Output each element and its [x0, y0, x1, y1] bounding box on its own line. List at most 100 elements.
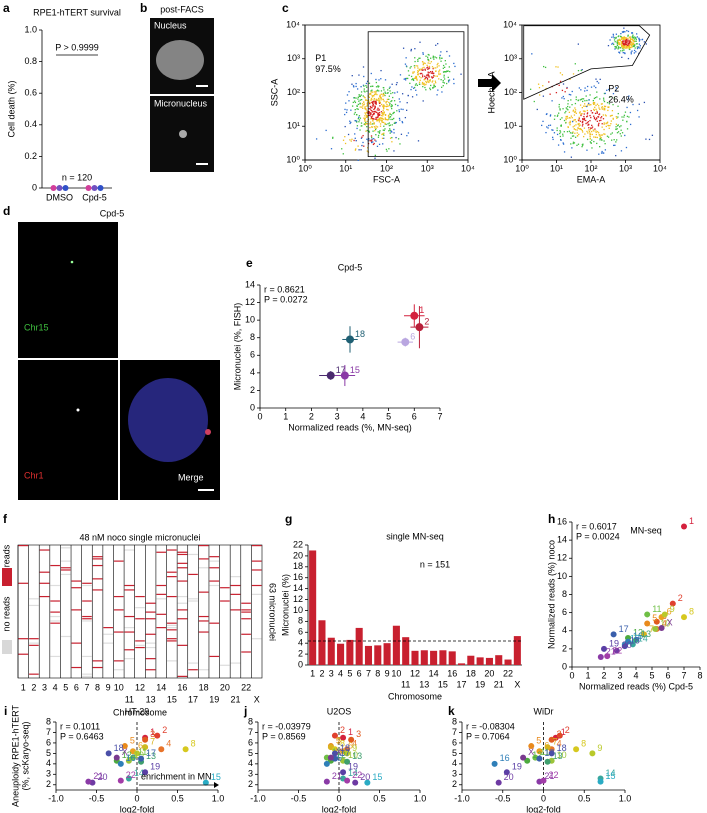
density-dot [359, 106, 361, 108]
read-segment [39, 549, 50, 551]
density-dot [578, 128, 581, 130]
density-dot [371, 96, 374, 98]
density-dot [588, 99, 590, 101]
density-dot [347, 133, 350, 136]
density-dot [379, 123, 382, 125]
density-dot [549, 115, 552, 117]
point-label: 19 [150, 762, 160, 772]
density-dot [377, 85, 379, 87]
read-segment [113, 609, 124, 611]
image-label: Chr15 [24, 322, 49, 332]
point [158, 746, 165, 753]
density-dot [373, 113, 375, 115]
chart-title: MN-seq [630, 525, 662, 535]
density-dot [596, 96, 598, 98]
density-dot [371, 89, 373, 91]
density-dot [619, 35, 622, 38]
read-segment [145, 618, 156, 620]
density-dot [594, 106, 596, 108]
point-label: 1 [348, 727, 353, 737]
density-dot [432, 86, 434, 89]
x-tick-label: 3 [329, 668, 334, 678]
point-label: 2 [340, 725, 345, 735]
density-dot [365, 108, 367, 111]
density-dot [396, 91, 399, 93]
density-dot [424, 78, 426, 81]
density-dot [375, 127, 377, 129]
density-dot [370, 106, 372, 109]
density-dot [638, 38, 640, 40]
density-dot [371, 107, 373, 109]
image-label: Micronucleus [154, 98, 208, 108]
density-dot [344, 113, 346, 116]
point-label: 16 [500, 753, 510, 763]
read-segment [71, 580, 82, 582]
density-dot [559, 131, 562, 133]
density-dot [633, 39, 635, 42]
point [681, 523, 687, 530]
density-dot [368, 96, 371, 98]
density-dot [439, 54, 441, 57]
density-dot [626, 120, 628, 123]
density-dot [418, 57, 420, 59]
point-label: 12 [633, 627, 643, 637]
read-segment [241, 651, 251, 653]
density-dot [574, 102, 577, 105]
density-dot [651, 134, 654, 136]
density-dot [344, 136, 346, 138]
density-dot [370, 90, 372, 92]
density-dot [378, 118, 380, 121]
density-dot [620, 129, 622, 131]
density-dot [582, 120, 584, 123]
density-dot [435, 67, 437, 69]
density-dot [431, 81, 433, 83]
density-dot [384, 91, 386, 93]
density-dot [377, 112, 379, 114]
read-segment [135, 646, 145, 649]
point [346, 335, 354, 344]
read-segment [71, 666, 82, 669]
density-dot [631, 32, 634, 34]
point-label: 13 [641, 629, 651, 639]
density-dot [377, 119, 379, 122]
density-dot [576, 144, 578, 147]
no-read-segment [103, 642, 113, 644]
density-dot [643, 41, 646, 43]
density-dot [615, 37, 617, 39]
x-tick-label: 16 [447, 668, 457, 678]
point [641, 631, 647, 638]
density-dot [357, 96, 359, 98]
density-dot [427, 80, 429, 82]
density-dot [378, 99, 381, 101]
x-tick-label: 10³ [421, 163, 434, 173]
density-dot [542, 120, 544, 123]
density-dot [586, 89, 588, 92]
density-dot [421, 83, 424, 85]
density-dot [379, 105, 381, 107]
density-dot [403, 78, 405, 80]
density-dot [362, 141, 364, 144]
density-dot [382, 93, 384, 95]
point-label: 10 [348, 750, 358, 760]
density-dot [361, 144, 363, 147]
density-dot [542, 85, 544, 87]
density-dot [625, 43, 627, 45]
density-dot [377, 99, 380, 101]
y-tick-label: 10⁰ [286, 154, 300, 164]
density-dot [389, 137, 392, 139]
no-read-segment [230, 576, 241, 578]
read-segment [209, 655, 220, 658]
density-dot [372, 117, 374, 120]
no-read-segment [50, 615, 60, 618]
read-segment [156, 613, 167, 615]
density-dot [383, 134, 385, 136]
point [589, 750, 596, 757]
density-dot [552, 129, 554, 131]
density-dot [404, 116, 407, 119]
density-dot [384, 113, 387, 116]
density-dot [586, 112, 589, 114]
density-dot [559, 108, 561, 110]
density-dot [417, 60, 419, 63]
density-dot [618, 41, 620, 44]
density-dot [399, 74, 402, 76]
